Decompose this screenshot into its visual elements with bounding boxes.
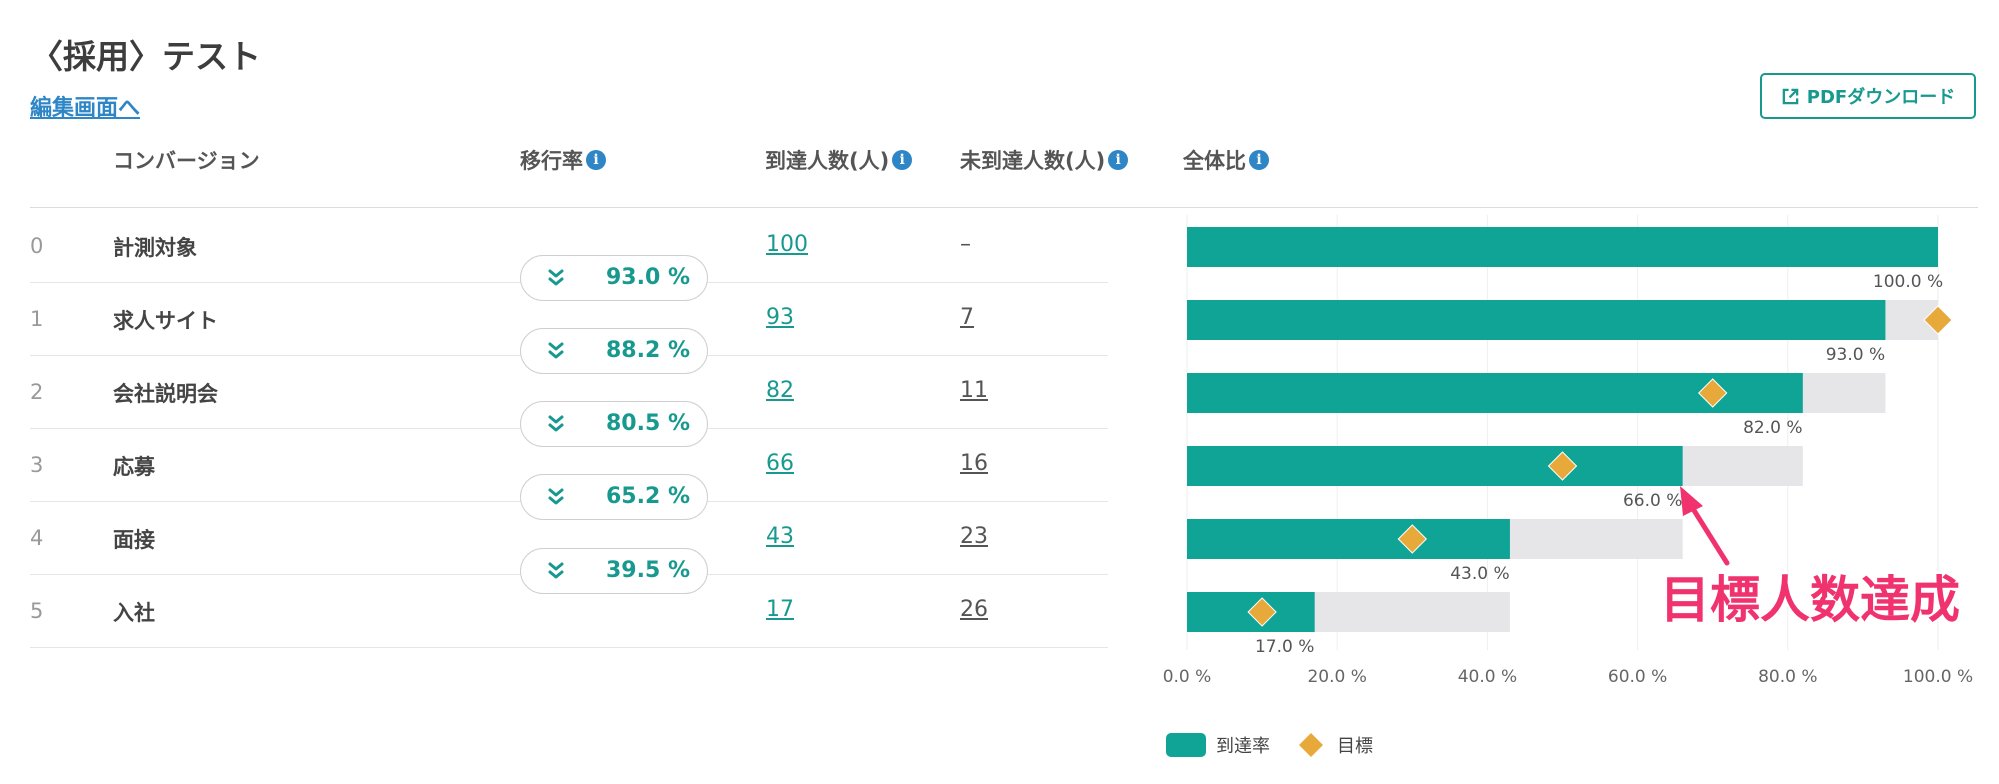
- reached-count-link[interactable]: 43: [766, 524, 794, 549]
- annotation-arrow: [1687, 501, 1730, 566]
- row-label: 面接: [113, 528, 155, 552]
- x-tick-label: 80.0 %: [1758, 667, 1817, 687]
- legend-label: 到達率: [1216, 736, 1270, 757]
- page-title: 〈採用〉テスト: [30, 37, 261, 76]
- table-row: 5 入社 17 26: [30, 575, 1108, 648]
- data-label: 17.0 %: [1255, 637, 1314, 657]
- data-label: 93.0 %: [1826, 345, 1885, 365]
- x-tick-label: 60.0 %: [1608, 667, 1667, 687]
- not-reached-count-link[interactable]: 26: [960, 597, 988, 622]
- external-link-icon: [1782, 88, 1799, 104]
- target-marker: [1397, 524, 1428, 554]
- header-divider: [30, 207, 1978, 208]
- info-icon[interactable]: i: [1249, 150, 1269, 170]
- transition-rate-pill: 80.5 %: [520, 401, 708, 447]
- row-label: 応募: [113, 455, 155, 479]
- transition-rate-value: 80.5 %: [606, 411, 690, 436]
- x-tick-label: 100.0 %: [1903, 667, 1973, 687]
- header-conversion: コンバージョン: [113, 149, 260, 173]
- not-reached-count-link[interactable]: 16: [960, 451, 988, 476]
- data-label: 82.0 %: [1743, 418, 1802, 438]
- x-tick-label: 40.0 %: [1458, 667, 1517, 687]
- reached-count-link[interactable]: 82: [766, 378, 794, 403]
- pdf-download-label: PDFダウンロード: [1806, 87, 1956, 108]
- not-reached-count: –: [960, 232, 971, 257]
- target-marker: [1923, 305, 1953, 335]
- legend-swatch-reach: [1166, 733, 1206, 757]
- edit-screen-link[interactable]: 編集画面へ: [30, 96, 141, 121]
- chevron-double-down-icon: [548, 342, 564, 359]
- header-not-reached: 未到達人数(人) i: [960, 145, 1129, 175]
- row-index: 5: [30, 599, 44, 623]
- reach-bar: [1187, 446, 1683, 486]
- row-index: 3: [30, 453, 44, 477]
- reach-bar: [1187, 519, 1510, 559]
- annotation-arrow-head: [1680, 486, 1703, 516]
- not-reached-count-link[interactable]: 7: [960, 305, 974, 330]
- row-label: 入社: [113, 601, 155, 625]
- legend-swatch-target: [1299, 733, 1323, 757]
- row-index: 1: [30, 307, 44, 331]
- transition-rate-pill: 88.2 %: [520, 328, 708, 374]
- reached-count-link[interactable]: 100: [766, 232, 808, 257]
- data-label: 43.0 %: [1450, 564, 1509, 584]
- chevron-double-down-icon: [548, 488, 564, 505]
- reached-count-link[interactable]: 17: [766, 597, 794, 622]
- transition-rate-value: 39.5 %: [606, 558, 690, 583]
- reached-count-link[interactable]: 93: [766, 305, 794, 330]
- row-index: 2: [30, 380, 44, 404]
- header-reached: 到達人数(人) i: [765, 145, 913, 175]
- reach-bar: [1187, 227, 1938, 267]
- data-label: 66.0 %: [1623, 491, 1682, 511]
- target-marker: [1547, 451, 1578, 481]
- x-tick-label: 0.0 %: [1163, 667, 1212, 687]
- not-reached-count-link[interactable]: 23: [960, 524, 988, 549]
- header-transition-rate: 移行率 i: [520, 145, 606, 175]
- row-index: 0: [30, 234, 44, 258]
- transition-rate-pill: 93.0 %: [520, 255, 708, 301]
- row-label: 計測対象: [113, 236, 197, 260]
- reached-count-link[interactable]: 66: [766, 451, 794, 476]
- reach-bar: [1187, 300, 1886, 340]
- x-tick-label: 20.0 %: [1307, 667, 1366, 687]
- target-marker: [1247, 597, 1277, 627]
- transition-rate-value: 93.0 %: [606, 265, 690, 290]
- info-icon[interactable]: i: [586, 150, 606, 170]
- transition-rate-value: 65.2 %: [606, 484, 690, 509]
- annotation-label: 目標人数達成: [1660, 571, 1960, 629]
- data-label: 100.0 %: [1873, 272, 1943, 292]
- transition-rate-value: 88.2 %: [606, 338, 690, 363]
- header-overall-ratio: 全体比 i: [1183, 145, 1269, 175]
- chevron-double-down-icon: [548, 415, 564, 432]
- chevron-double-down-icon: [548, 269, 564, 286]
- transition-rate-pill: 65.2 %: [520, 474, 708, 520]
- info-icon[interactable]: i: [1108, 150, 1129, 170]
- not-reached-count-link[interactable]: 11: [960, 378, 988, 403]
- chevron-double-down-icon: [548, 562, 564, 579]
- row-label: 会社説明会: [113, 382, 218, 406]
- row-label: 求人サイト: [113, 309, 218, 333]
- legend-label: 目標: [1337, 736, 1373, 757]
- info-icon[interactable]: i: [892, 150, 913, 170]
- pdf-download-button[interactable]: PDFダウンロード: [1760, 73, 1976, 119]
- transition-rate-pill: 39.5 %: [520, 548, 708, 594]
- row-index: 4: [30, 526, 44, 550]
- target-marker: [1697, 378, 1728, 408]
